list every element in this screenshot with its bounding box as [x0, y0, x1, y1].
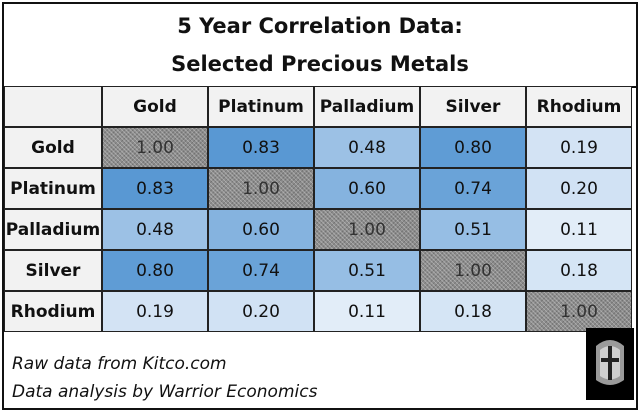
correlation-cell-silver-platinum: 0.74 [208, 250, 314, 291]
column-header-silver: Silver [420, 86, 526, 127]
column-header-palladium: Palladium [314, 86, 420, 127]
correlation-cell-gold-palladium: 0.48 [314, 127, 420, 168]
correlation-cell-platinum-rhodium: 0.20 [526, 168, 632, 209]
column-header-platinum: Platinum [208, 86, 314, 127]
chart-subtitle: Selected Precious Metals [171, 52, 469, 76]
correlation-cell-palladium-silver: 0.51 [420, 209, 526, 250]
correlation-cell-platinum-palladium: 0.60 [314, 168, 420, 209]
correlation-cell-rhodium-palladium: 0.11 [314, 291, 420, 332]
correlation-cell-platinum-platinum: 1.00 [208, 168, 314, 209]
title-block: 5 Year Correlation Data: Selected Precio… [4, 4, 636, 88]
correlation-cell-rhodium-gold: 0.19 [102, 291, 208, 332]
row-header-platinum: Platinum [4, 168, 102, 209]
row-header-rhodium: Rhodium [4, 291, 102, 332]
row-header-silver: Silver [4, 250, 102, 291]
column-header-rhodium: Rhodium [526, 86, 632, 127]
correlation-cell-platinum-gold: 0.83 [102, 168, 208, 209]
correlation-cell-gold-silver: 0.80 [420, 127, 526, 168]
warrior-helmet-icon [586, 328, 634, 400]
source-note: Raw data from Kitco.com [12, 354, 227, 374]
correlation-cell-rhodium-platinum: 0.20 [208, 291, 314, 332]
correlation-cell-gold-rhodium: 0.19 [526, 127, 632, 168]
row-header-palladium: Palladium [4, 209, 102, 250]
row-header-gold: Gold [4, 127, 102, 168]
correlation-cell-palladium-rhodium: 0.11 [526, 209, 632, 250]
column-header-gold: Gold [102, 86, 208, 127]
correlation-cell-gold-gold: 1.00 [102, 127, 208, 168]
correlation-cell-gold-platinum: 0.83 [208, 127, 314, 168]
correlation-cell-palladium-platinum: 0.60 [208, 209, 314, 250]
matrix-corner [4, 86, 102, 127]
analysis-credit: Data analysis by Warrior Economics [12, 382, 318, 402]
correlation-cell-palladium-palladium: 1.00 [314, 209, 420, 250]
correlation-cell-silver-rhodium: 0.18 [526, 250, 632, 291]
correlation-cell-rhodium-silver: 0.18 [420, 291, 526, 332]
correlation-cell-silver-palladium: 0.51 [314, 250, 420, 291]
footer: Raw data from Kitco.com Data analysis by… [4, 326, 636, 408]
correlation-cell-silver-silver: 1.00 [420, 250, 526, 291]
correlation-cell-platinum-silver: 0.74 [420, 168, 526, 209]
correlation-cell-rhodium-rhodium: 1.00 [526, 291, 632, 332]
correlation-cell-palladium-gold: 0.48 [102, 209, 208, 250]
correlation-cell-silver-gold: 0.80 [102, 250, 208, 291]
chart-title: 5 Year Correlation Data: [177, 14, 463, 38]
